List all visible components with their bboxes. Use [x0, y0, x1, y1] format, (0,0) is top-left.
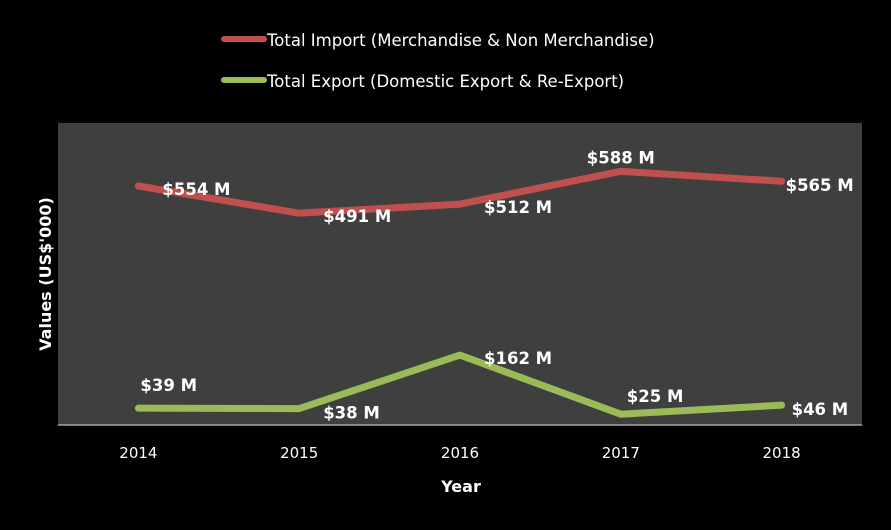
x-axis-title: Year — [440, 477, 481, 496]
data-label: $46 M — [792, 400, 849, 419]
x-tick-label: 2015 — [280, 444, 318, 462]
x-tick-label: 2017 — [602, 444, 640, 462]
data-label: $491 M — [323, 207, 391, 226]
data-label: $565 M — [786, 176, 854, 195]
data-label: $512 M — [484, 198, 552, 217]
y-axis-title: Values (US$'000) — [36, 197, 55, 351]
data-label: $25 M — [627, 387, 684, 406]
data-label: $588 M — [587, 148, 655, 167]
x-tick-labels: 2014 2015 2016 2017 2018 — [119, 444, 800, 462]
legend-label-import: Total Import (Merchandise & Non Merchand… — [266, 31, 655, 50]
data-label: $554 M — [162, 180, 230, 199]
x-tick-label: 2018 — [763, 444, 801, 462]
data-label: $38 M — [323, 404, 380, 423]
x-tick-label: 2016 — [441, 444, 479, 462]
data-label: $162 M — [484, 349, 552, 368]
legend-label-export: Total Export (Domestic Export & Re-Expor… — [266, 72, 624, 91]
legend: Total Import (Merchandise & Non Merchand… — [224, 31, 655, 91]
data-label: $39 M — [140, 376, 197, 395]
x-tick-label: 2014 — [119, 444, 157, 462]
